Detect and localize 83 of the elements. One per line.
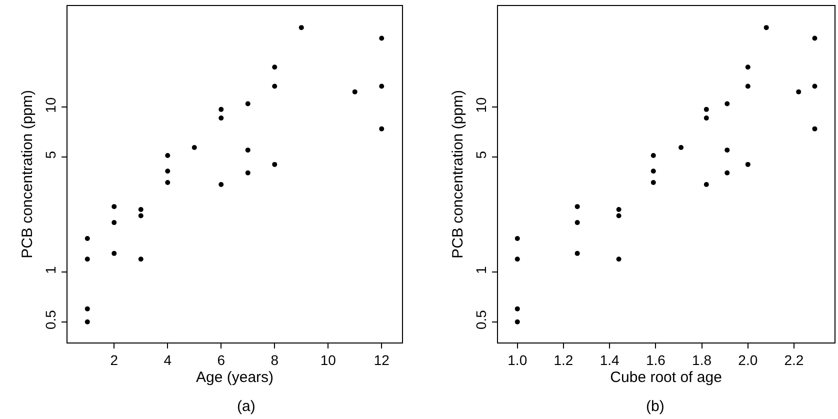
point: [745, 162, 750, 167]
point: [514, 256, 520, 262]
point: [745, 64, 750, 70]
point: [84, 319, 90, 324]
point: [764, 25, 769, 30]
y-tick-label: 10: [473, 97, 490, 113]
point: [745, 84, 750, 89]
point: [812, 84, 818, 89]
point: [704, 182, 709, 188]
y-tick-label: 5: [42, 150, 59, 159]
point: [165, 152, 170, 158]
point: [245, 101, 250, 106]
x-axis-title: Cube root of age: [610, 369, 722, 386]
point: [574, 204, 580, 210]
point: [218, 182, 224, 188]
point: [298, 25, 304, 30]
point: [574, 250, 580, 256]
point: [812, 126, 818, 132]
x-tick-label: 8: [270, 352, 279, 368]
point: [379, 84, 384, 89]
point: [724, 101, 730, 106]
point: [112, 204, 117, 210]
point: [650, 168, 656, 174]
point: [616, 213, 622, 218]
text: (b): [646, 398, 664, 415]
point: [514, 306, 520, 312]
point: [514, 319, 520, 324]
point: [704, 106, 709, 112]
point: [724, 170, 730, 176]
point: [218, 116, 224, 121]
point: [165, 168, 170, 174]
point: [704, 116, 709, 121]
point: [245, 148, 250, 153]
y-tick-label: 1: [473, 266, 490, 274]
point: [616, 206, 622, 212]
y-tick-label: 5: [473, 150, 490, 159]
point: [84, 236, 90, 242]
x-tick-label: 1.0: [508, 352, 528, 368]
y-tick-label: 0.5: [473, 310, 490, 330]
point: [650, 180, 656, 185]
point: [379, 126, 384, 132]
x-tick-label: 1.8: [692, 352, 712, 368]
point: [192, 145, 197, 150]
point: [650, 152, 656, 158]
point: [112, 220, 117, 226]
x-tick-label: 1.4: [600, 352, 620, 368]
point: [616, 256, 622, 262]
x-tick-label: 1.2: [554, 352, 574, 368]
point: [245, 170, 250, 176]
point: [574, 220, 580, 226]
point: [138, 213, 144, 218]
x-tick-label: 2.2: [784, 352, 804, 368]
point: [138, 256, 144, 262]
point: [272, 64, 278, 70]
point: [272, 162, 278, 167]
point: [165, 180, 170, 185]
y-tick-label: 0.5: [42, 310, 59, 330]
point: [514, 236, 520, 242]
y-tick-label: 10: [42, 97, 59, 113]
x-axis-title: Age (years): [196, 369, 274, 386]
point: [272, 84, 278, 89]
point: [138, 206, 144, 212]
point: [796, 89, 802, 94]
y-axis-title: PCB concentration (ppm): [18, 90, 36, 258]
point: [218, 106, 224, 112]
point: [84, 306, 90, 312]
x-tick-label: 2.0: [738, 352, 758, 368]
point: [724, 148, 730, 153]
point: [379, 36, 384, 41]
point: [84, 256, 90, 262]
y-axis-title: PCB concentration (ppm): [449, 90, 466, 258]
x-tick-label: 10: [320, 352, 336, 368]
x-tick-label: 4: [164, 352, 172, 368]
point: [812, 36, 818, 41]
x-tick-label: 12: [374, 352, 390, 368]
x-tick-label: 6: [217, 352, 226, 368]
point: [112, 250, 117, 256]
point: [352, 89, 358, 94]
x-tick-label: 1.6: [646, 352, 666, 368]
text: (a): [237, 398, 256, 415]
x-tick-label: 2: [110, 352, 118, 368]
y-tick-label: 1: [42, 266, 59, 274]
point: [678, 145, 684, 150]
